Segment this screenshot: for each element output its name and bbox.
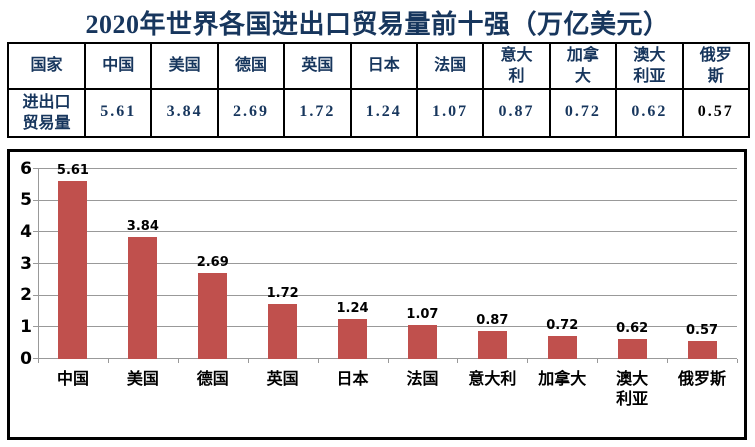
country-cell: 俄罗 斯 xyxy=(681,42,750,90)
grid-line xyxy=(38,326,737,328)
y-axis-label: 0 xyxy=(20,348,32,369)
bar xyxy=(477,331,507,359)
bar xyxy=(407,324,437,359)
country-cell: 日本 xyxy=(349,42,418,90)
bar-value-label: 2.69 xyxy=(196,255,229,271)
grid-line xyxy=(38,199,737,201)
value-cell: 1.24 xyxy=(349,87,418,138)
x-axis-label: 美国 xyxy=(126,368,159,388)
grid-line xyxy=(38,168,737,170)
bar xyxy=(617,338,647,359)
bar xyxy=(687,340,717,359)
value-cell: 5.61 xyxy=(83,87,153,138)
y-axis-line xyxy=(38,168,39,359)
y-axis-label: 6 xyxy=(20,158,32,179)
country-cell: 法国 xyxy=(415,42,485,90)
x-axis-tick xyxy=(527,358,529,363)
bar-value-label: 0.62 xyxy=(616,320,649,336)
grid-line xyxy=(38,294,737,296)
bar xyxy=(198,273,228,359)
country-cell: 意大 利 xyxy=(482,42,551,90)
y-axis-tick xyxy=(33,168,38,170)
x-axis-label: 意大利 xyxy=(468,368,517,388)
y-axis-label: 1 xyxy=(20,316,32,337)
bar xyxy=(268,304,298,359)
value-row: 进出口 贸易量 5.61 3.84 2.69 1.72 1.24 1.07 0.87 0.72… xyxy=(7,87,750,138)
x-axis-label: 英国 xyxy=(266,368,299,388)
grid-line xyxy=(38,231,737,233)
y-axis-label: 4 xyxy=(20,221,32,242)
grid-line xyxy=(38,263,737,265)
country-cell: 加拿 大 xyxy=(548,42,618,90)
country-cell: 英国 xyxy=(283,42,352,90)
country-row-header: 国家 xyxy=(7,42,86,90)
x-axis-tick xyxy=(107,358,109,363)
value-cell: 2.69 xyxy=(216,87,286,138)
x-axis-tick xyxy=(387,358,389,363)
x-axis-tick xyxy=(737,358,738,363)
x-axis-label: 德国 xyxy=(196,368,229,388)
x-axis-label: 俄罗斯 xyxy=(678,368,727,388)
x-axis-label: 澳大 利亚 xyxy=(616,368,649,408)
y-axis-tick xyxy=(33,231,38,233)
value-cell: 0.62 xyxy=(615,87,684,138)
value-cell: 0.57 xyxy=(681,87,750,138)
x-axis-tick xyxy=(597,358,599,363)
x-axis-tick xyxy=(247,358,249,363)
bar-value-label: 0.57 xyxy=(686,322,719,338)
y-axis-label: 3 xyxy=(20,253,32,274)
bar-value-label: 0.87 xyxy=(476,313,509,329)
page-title: 2020年世界各国进出口贸易量前十强（万亿美元） xyxy=(85,10,670,39)
x-axis-label: 日本 xyxy=(336,368,369,388)
y-axis-tick xyxy=(33,199,38,201)
y-axis-label: 2 xyxy=(20,285,32,306)
bar xyxy=(338,319,368,359)
value-row-header: 进出口 贸易量 xyxy=(7,87,86,138)
country-row: 国家 中国 美国 德国 英国 日本 法国 意大 利加拿 大澳大 利亚 俄罗 斯 xyxy=(7,42,750,90)
y-axis-tick xyxy=(33,294,38,296)
x-axis-tick xyxy=(38,358,39,363)
bar-value-label: 3.84 xyxy=(126,218,159,234)
y-axis-tick xyxy=(33,358,38,360)
x-axis-label: 加拿大 xyxy=(538,368,587,388)
value-cell: 3.84 xyxy=(150,87,219,138)
x-axis-tick xyxy=(457,358,459,363)
value-cell: 1.72 xyxy=(283,87,352,138)
bar-value-label: 1.72 xyxy=(266,286,299,302)
bar xyxy=(128,236,158,359)
bar-chart: 0 1 2 3 4 5 6 5.61 3.84 2.69 1.72 1.24 1.07 0.87 0.72 0… xyxy=(7,148,747,440)
bar-value-label: 0.72 xyxy=(546,317,579,333)
bar-value-label: 1.24 xyxy=(336,301,369,317)
trade-table: 国家 中国 美国 德国 英国 日本 法国 意大 利加拿 大澳大 利亚 俄罗 斯 进出口 贸易量… xyxy=(7,42,750,138)
x-axis-label: 中国 xyxy=(56,368,89,388)
y-axis-tick xyxy=(33,326,38,328)
y-axis-label: 5 xyxy=(20,190,32,211)
bar xyxy=(58,180,88,359)
x-axis-tick xyxy=(177,358,179,363)
y-axis-tick xyxy=(33,263,38,265)
bar-value-label: 1.07 xyxy=(406,306,439,322)
bar xyxy=(547,335,577,359)
country-cell: 德国 xyxy=(216,42,286,90)
x-axis-tick xyxy=(317,358,319,363)
country-cell: 美国 xyxy=(150,42,219,90)
country-cell: 澳大 利亚 xyxy=(615,42,684,90)
value-cell: 0.87 xyxy=(482,87,551,138)
value-cell: 0.72 xyxy=(548,87,618,138)
x-axis-label: 法国 xyxy=(406,368,439,388)
country-cell: 中国 xyxy=(83,42,153,90)
value-cell: 1.07 xyxy=(415,87,485,138)
bar-value-label: 5.61 xyxy=(56,162,89,178)
x-axis-tick xyxy=(667,358,669,363)
